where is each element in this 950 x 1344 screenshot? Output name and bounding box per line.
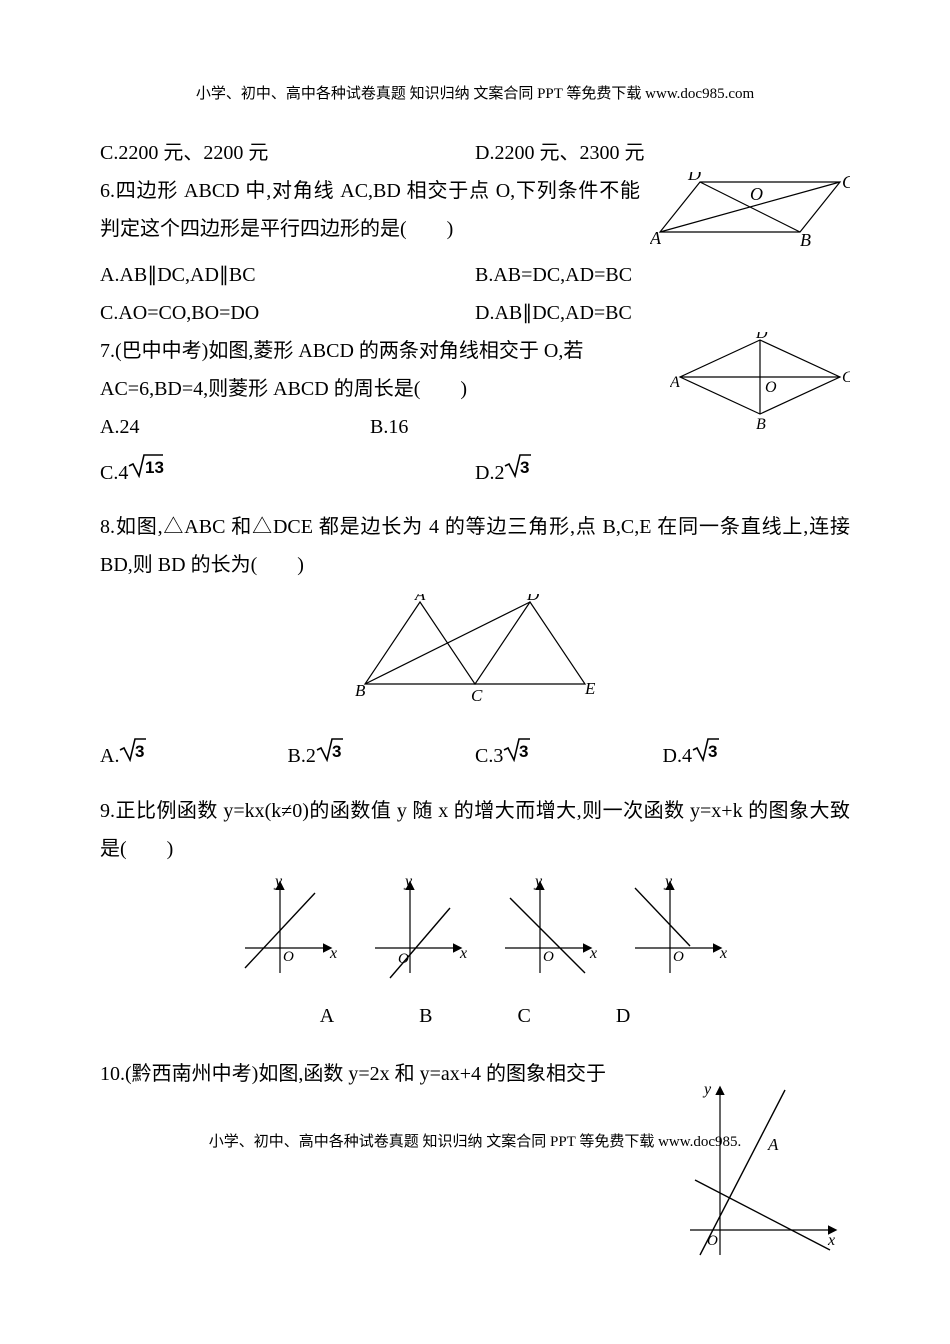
q7-option-a: A.24: [100, 408, 370, 446]
svg-text:x: x: [719, 945, 727, 962]
svg-text:C: C: [471, 686, 483, 704]
svg-text:3: 3: [520, 458, 529, 477]
svg-text:A: A: [414, 594, 426, 604]
q7-options-1: A.24 B.16: [100, 408, 640, 446]
q8-d-coef: 4: [682, 745, 692, 767]
q6-option-d: D.AB∥DC,AD=BC: [475, 294, 850, 332]
radical-icon: 3: [119, 736, 147, 775]
q8-c-coef: 3: [493, 745, 503, 767]
radical-icon: 3: [503, 736, 531, 775]
q8-options: A.3 B.23 C.33 D.43: [100, 737, 850, 777]
q8-option-c: C.33: [475, 737, 663, 777]
q9-label-d: D: [616, 997, 630, 1035]
svg-text:A: A: [650, 228, 662, 248]
q9-stem: 9.正比例函数 y=kx(k≠0)的函数值 y 随 x 的增大而增大,则一次函数…: [100, 792, 850, 868]
q9-label-a: A: [320, 997, 334, 1035]
q8-a-prefix: A.: [100, 745, 119, 767]
q7-option-c: C.4 13: [100, 454, 475, 494]
svg-text:y: y: [702, 1081, 712, 1098]
q10-figure: y x O A: [690, 1080, 840, 1273]
q7-d-coef: 2: [494, 462, 504, 484]
q5-option-c: C.2200 元、2200 元: [100, 134, 475, 172]
q7: 7.(巴中中考)如图,菱形 ABCD 的两条对角线相交于 O,若 AC=6,BD…: [100, 332, 850, 446]
q7-option-b: B.16: [370, 408, 640, 446]
svg-text:A: A: [767, 1135, 779, 1154]
q6: 6.四边形 ABCD 中,对角线 AC,BD 相交于点 O,下列条件不能判定这个…: [100, 172, 850, 248]
q6-option-c: C.AO=CO,BO=DO: [100, 294, 475, 332]
q7-stem-1: 7.(巴中中考)如图,菱形 ABCD 的两条对角线相交于 O,若: [100, 332, 640, 370]
svg-text:x: x: [827, 1232, 835, 1249]
svg-text:O: O: [750, 184, 763, 204]
q6-options-2: C.AO=CO,BO=DO D.AB∥DC,AD=BC: [100, 294, 850, 332]
svg-text:3: 3: [135, 742, 144, 761]
svg-text:O: O: [398, 951, 409, 967]
svg-text:O: O: [765, 379, 777, 396]
page-header: 小学、初中、高中各种试卷真题 知识归纳 文案合同 PPT 等免费下载 www.d…: [100, 80, 850, 109]
svg-text:y: y: [533, 878, 543, 890]
radical-icon: 13: [128, 452, 164, 491]
svg-text:13: 13: [145, 458, 164, 477]
svg-text:O: O: [673, 949, 684, 965]
q8-c-prefix: C.: [475, 745, 493, 767]
svg-text:y: y: [663, 878, 673, 890]
q10: 10.(黔西南州中考)如图,函数 y=2x 和 y=ax+4 的图象相交于 y …: [100, 1055, 850, 1093]
q8: 8.如图,△ABC 和△DCE 都是边长为 4 的等边三角形,点 B,C,E 在…: [100, 508, 850, 584]
q6-stem: 6.四边形 ABCD 中,对角线 AC,BD 相交于点 O,下列条件不能判定这个…: [100, 172, 640, 248]
q7-figure: A B C D O: [670, 332, 850, 445]
svg-text:A: A: [670, 374, 680, 391]
q8-option-a: A. 3: [100, 737, 288, 777]
svg-text:O: O: [283, 949, 294, 965]
q7-c-coef: 4: [118, 462, 128, 484]
q7-option-d: D.23: [475, 454, 850, 494]
q7-c-prefix: C.: [100, 462, 118, 484]
svg-text:C: C: [842, 172, 850, 192]
q8-d-prefix: D.: [663, 745, 682, 767]
q7-options-2: C.4 13 D.23: [100, 454, 850, 494]
radical-icon: 3: [504, 452, 532, 491]
svg-text:3: 3: [332, 742, 341, 761]
q7-stem-2: AC=6,BD=4,则菱形 ABCD 的周长是( ): [100, 370, 640, 408]
q8-b-prefix: B.: [288, 745, 306, 767]
q8-option-b: B.23: [288, 737, 476, 777]
svg-text:E: E: [584, 679, 596, 698]
svg-text:B: B: [355, 681, 366, 700]
svg-text:B: B: [756, 416, 766, 432]
svg-text:C: C: [842, 369, 850, 386]
q8-figure: A D B C E: [100, 594, 850, 717]
svg-text:D: D: [755, 332, 768, 342]
q7-d-prefix: D.: [475, 462, 494, 484]
q6-option-a: A.AB∥DC,AD∥BC: [100, 256, 475, 294]
q8-option-d: D.43: [663, 737, 851, 777]
q6-figure: A B C D O: [650, 172, 850, 265]
svg-text:B: B: [800, 230, 811, 250]
svg-text:3: 3: [519, 742, 528, 761]
q5-options: C.2200 元、2200 元 D.2200 元、2300 元: [100, 134, 850, 172]
q8-b-coef: 2: [306, 745, 316, 767]
radical-icon: 3: [692, 736, 720, 775]
q9-option-labels: A B C D: [100, 997, 850, 1035]
svg-text:y: y: [403, 878, 413, 890]
q9-graphs: y x O y x O y x O y x O: [100, 878, 850, 1035]
q9: 9.正比例函数 y=kx(k≠0)的函数值 y 随 x 的增大而增大,则一次函数…: [100, 792, 850, 868]
svg-text:3: 3: [708, 742, 717, 761]
svg-text:O: O: [707, 1233, 718, 1249]
svg-text:O: O: [543, 949, 554, 965]
q5-option-d: D.2200 元、2300 元: [475, 134, 850, 172]
svg-text:y: y: [273, 878, 283, 890]
svg-text:x: x: [329, 945, 337, 962]
svg-text:x: x: [589, 945, 597, 962]
svg-text:D: D: [526, 594, 540, 604]
svg-text:D: D: [687, 172, 701, 184]
svg-text:x: x: [459, 945, 467, 962]
radical-icon: 3: [316, 736, 344, 775]
q9-label-c: C: [518, 997, 531, 1035]
q9-label-b: B: [419, 997, 432, 1035]
q8-stem: 8.如图,△ABC 和△DCE 都是边长为 4 的等边三角形,点 B,C,E 在…: [100, 508, 850, 584]
